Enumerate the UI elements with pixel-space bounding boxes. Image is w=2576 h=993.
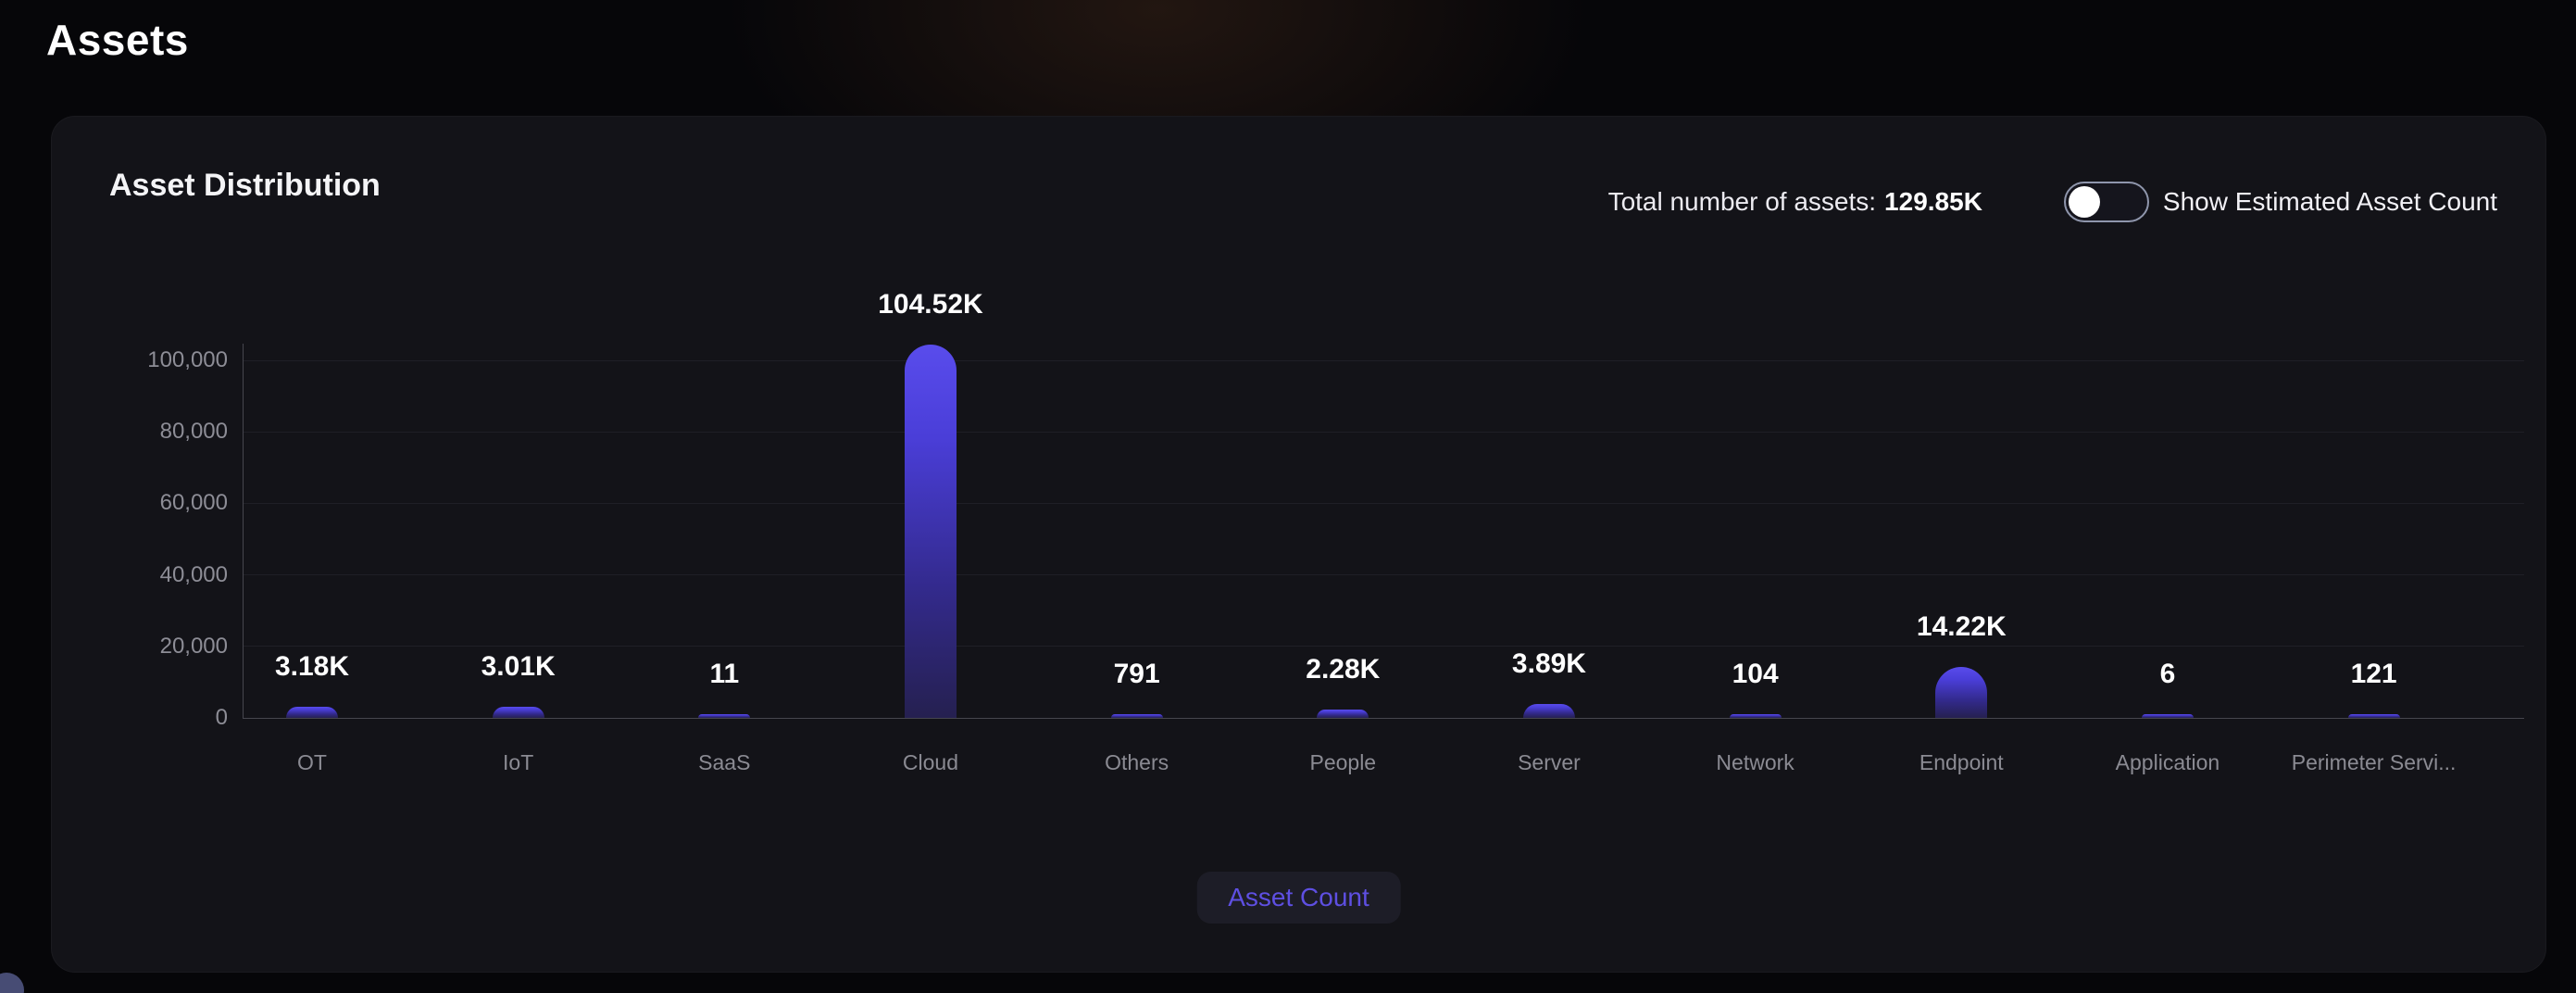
toggle-label: Show Estimated Asset Count: [2162, 187, 2497, 216]
bar-ot[interactable]: [286, 706, 338, 718]
bar-chart-plot-area: 0 20,000 40,000 60,000 80,000 100,000 3.18K OT 3…: [147, 290, 2524, 773]
card-header-controls: Total number of assets: 129.85K Show Esti…: [1608, 181, 2497, 223]
y-tick-label: 100,000: [147, 347, 228, 372]
bar-saas[interactable]: [698, 714, 751, 718]
x-axis-label: People: [1309, 750, 1377, 774]
toggle-knob-icon: [2068, 186, 2100, 218]
bar-perimeter-servi[interactable]: [2347, 714, 2400, 718]
bar-cloud[interactable]: [904, 344, 957, 718]
y-tick-label: 80,000: [159, 419, 228, 445]
page-title: Assets: [46, 16, 189, 64]
bar-people[interactable]: [1317, 710, 1369, 718]
gridline: [243, 502, 2524, 504]
bar-value-label: 791: [1113, 659, 1160, 689]
bar-server[interactable]: [1522, 704, 1575, 718]
total-assets-text: Total number of assets: 129.85K: [1608, 187, 1982, 217]
total-assets-value: 129.85K: [1884, 187, 1982, 216]
x-axis-label: Application: [2115, 750, 2220, 774]
x-axis-label: Others: [1105, 750, 1169, 774]
bar-network[interactable]: [1729, 714, 1782, 718]
x-axis-label: Perimeter Servi...: [2291, 750, 2457, 774]
bar-value-label: 3.18K: [274, 650, 350, 682]
card-title: Asset Distribution: [109, 168, 381, 203]
bar-value-label: 2.28K: [1306, 654, 1381, 685]
x-axis-label: Endpoint: [1919, 750, 2004, 774]
legend-asset-count-button[interactable]: Asset Count: [1196, 872, 1401, 924]
x-axis-label: OT: [297, 750, 327, 774]
bar-others[interactable]: [1110, 714, 1163, 718]
bar-value-label: 14.22K: [1916, 611, 2007, 643]
asset-distribution-card: Asset Distribution Total number of asset…: [51, 116, 2546, 973]
bar-value-label: 121: [2350, 659, 2397, 689]
bar-application[interactable]: [2141, 714, 2194, 718]
x-axis-label: Network: [1716, 750, 1794, 774]
x-axis-label: IoT: [503, 750, 534, 774]
bar-value-label: 3.01K: [481, 651, 556, 683]
estimated-count-toggle[interactable]: [2063, 182, 2149, 222]
y-tick-label: 40,000: [159, 561, 228, 587]
gridline: [243, 646, 2524, 647]
x-axis-label: Server: [1518, 750, 1581, 774]
bar-value-label: 3.89K: [1511, 648, 1586, 679]
total-assets-label: Total number of assets:: [1607, 187, 1877, 216]
x-axis-label: SaaS: [698, 750, 751, 774]
bar-value-label: 6: [2159, 659, 2176, 689]
y-tick-label: 20,000: [159, 633, 228, 659]
gridline: [243, 431, 2524, 433]
bar-value-label: 104.52K: [878, 288, 983, 320]
bar-iot[interactable]: [492, 707, 544, 718]
gridline: [243, 359, 2524, 361]
y-tick-label: 0: [215, 705, 228, 730]
bar-value-label: 11: [709, 659, 740, 689]
bar-value-label: 104: [1732, 659, 1779, 689]
corner-decoration: [0, 973, 24, 993]
x-axis-line: [243, 717, 2524, 719]
gridline: [243, 574, 2524, 576]
bar-endpoint[interactable]: [1935, 667, 1988, 718]
x-axis-label: Cloud: [902, 750, 959, 774]
y-axis-line: [243, 344, 244, 718]
y-tick-label: 60,000: [159, 490, 228, 516]
